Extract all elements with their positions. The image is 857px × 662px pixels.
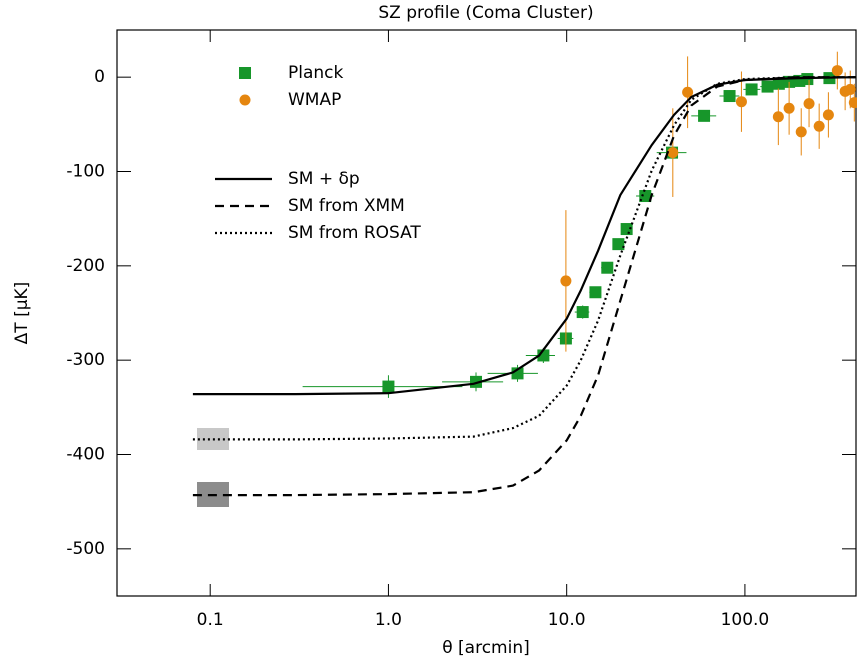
marker-circle xyxy=(803,98,815,110)
x-tick-label: 100.0 xyxy=(721,610,770,630)
y-tick-label: -500 xyxy=(66,539,105,559)
model-line xyxy=(192,76,856,497)
y-tick-label: -300 xyxy=(66,350,105,370)
chart-title: SZ profile (Coma Cluster) xyxy=(378,3,593,23)
marker-square xyxy=(382,380,395,393)
marker-circle xyxy=(848,97,857,109)
marker-circle xyxy=(667,147,679,159)
marker-circle xyxy=(772,111,784,123)
marker-circle xyxy=(795,126,807,138)
marker-circle xyxy=(822,109,834,121)
model-line xyxy=(192,76,857,396)
marker-circle xyxy=(844,83,856,95)
legend-label: WMAP xyxy=(288,90,341,110)
x-axis-label: θ [arcmin] xyxy=(442,638,530,658)
marker-circle xyxy=(560,275,572,287)
marker-square xyxy=(772,77,785,90)
legend-marker xyxy=(239,94,251,106)
y-tick-label: -400 xyxy=(66,445,105,465)
legend-label: SM + δp xyxy=(288,169,360,189)
marker-square xyxy=(698,109,711,122)
legend-label: SM from XMM xyxy=(288,196,405,216)
marker-circle xyxy=(813,120,825,132)
y-tick-label: 0 xyxy=(94,67,105,87)
y-tick-label: -100 xyxy=(66,162,105,182)
y-axis-label: ΔT [μK] xyxy=(12,282,32,345)
x-tick-label: 10.0 xyxy=(548,610,586,630)
marker-square xyxy=(745,83,758,96)
marker-square xyxy=(612,238,625,251)
marker-square xyxy=(761,80,774,93)
marker-square xyxy=(576,306,589,319)
legend-marker xyxy=(239,67,251,79)
marker-square xyxy=(601,261,614,274)
model-line xyxy=(192,76,856,441)
plot-frame xyxy=(116,29,857,597)
marker-circle xyxy=(783,102,795,114)
marker-square xyxy=(620,223,633,236)
legend-label: SM from ROSAT xyxy=(288,223,421,243)
marker-circle xyxy=(735,96,747,108)
marker-circle xyxy=(682,86,694,98)
x-tick-label: 1.0 xyxy=(375,610,402,630)
legend-label: Planck xyxy=(288,63,344,83)
x-tick-label: 0.1 xyxy=(197,610,224,630)
marker-circle xyxy=(831,65,843,77)
marker-square xyxy=(723,90,736,103)
marker-square xyxy=(639,190,652,203)
marker-square xyxy=(589,286,602,299)
y-tick-label: -200 xyxy=(66,256,105,276)
